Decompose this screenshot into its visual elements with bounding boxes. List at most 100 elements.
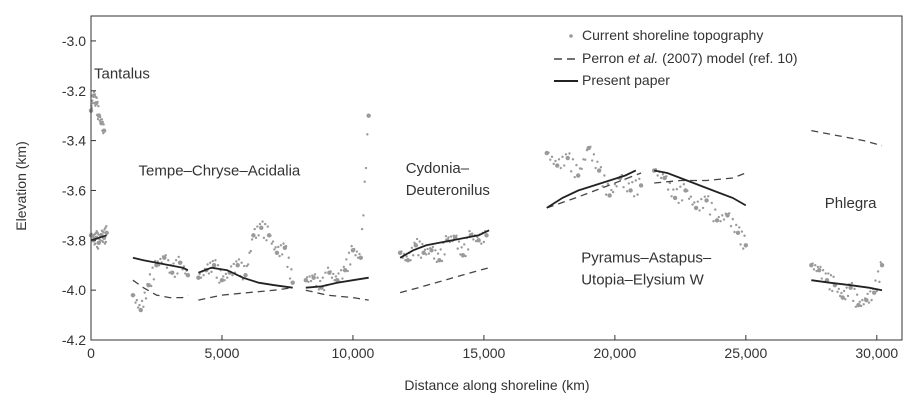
legend: Current shoreline topography Perron et al… — [554, 27, 798, 88]
topography-point — [704, 198, 709, 203]
topography-point — [250, 238, 254, 241]
topography-point — [672, 195, 678, 201]
topography-point — [594, 166, 597, 170]
topography-point — [590, 159, 594, 162]
topography-point — [207, 272, 211, 275]
topography-point — [829, 274, 833, 277]
model-line-segment — [305, 289, 369, 301]
topography-point — [672, 188, 675, 191]
topography-point — [474, 239, 478, 243]
topography-point — [133, 293, 136, 297]
topography-point — [638, 183, 644, 188]
topography-point — [93, 93, 97, 96]
topography-point — [309, 279, 313, 283]
topography-point — [159, 257, 162, 261]
topography-point — [555, 163, 560, 168]
topography-point — [735, 223, 738, 227]
legend-label-part: Perron — [582, 50, 628, 66]
topography-point — [848, 285, 853, 290]
topography-point — [426, 247, 429, 251]
present-paper-line-segment — [305, 276, 369, 289]
topography-point — [463, 243, 466, 246]
topography-point — [144, 297, 148, 300]
topography-point — [274, 246, 277, 249]
topography-point — [102, 131, 105, 135]
topography-point — [286, 265, 289, 269]
topography-point — [224, 272, 228, 276]
region-label: Deuteronilus — [406, 182, 490, 199]
topography-point — [256, 225, 259, 228]
topography-point — [689, 195, 693, 198]
topography-point — [815, 269, 818, 273]
topography-point — [871, 290, 877, 295]
topography-point — [277, 245, 280, 249]
topography-point — [330, 276, 334, 279]
topography-point — [613, 183, 617, 186]
topography-point — [443, 253, 446, 256]
topography-point — [879, 261, 882, 264]
topography-point — [866, 292, 869, 296]
region-label: Cydonia– — [406, 160, 470, 177]
topography-point — [96, 117, 100, 121]
legend-label: Present paper — [582, 72, 670, 88]
topography-point — [668, 181, 672, 185]
topography-point — [332, 272, 335, 276]
topography-point — [278, 254, 281, 258]
topography-point — [444, 234, 448, 238]
topography-point — [411, 254, 415, 257]
topography-point — [439, 248, 442, 251]
topography-point — [863, 297, 867, 300]
topography-point — [135, 298, 139, 302]
x-tick-label: 5,000 — [204, 345, 239, 361]
topography-point — [94, 242, 97, 245]
topography-point — [202, 274, 205, 277]
topography-point — [91, 102, 94, 105]
topography-point — [583, 158, 587, 161]
topography-point — [104, 230, 109, 236]
topography-point — [216, 264, 220, 267]
topography-point — [92, 90, 96, 94]
topography-point — [251, 233, 256, 238]
topography-point — [831, 289, 834, 293]
topography-point — [739, 243, 742, 246]
topography-point — [248, 251, 251, 254]
topography-point — [703, 195, 707, 198]
topography-point — [665, 175, 668, 178]
topography-point — [820, 277, 823, 280]
topography-point — [691, 203, 694, 206]
legend-label: Perron et al. (2007) model (ref. 10) — [582, 50, 798, 66]
topography-point — [844, 298, 847, 301]
topography-point — [349, 263, 352, 266]
topography-point — [184, 272, 187, 275]
topography-point — [656, 174, 659, 177]
x-tick-label: 0 — [87, 345, 95, 361]
topography-point — [838, 294, 842, 298]
topography-point — [436, 252, 440, 255]
topography-point — [552, 162, 555, 166]
region-label: Tempe–Chryse–Acidalia — [139, 163, 301, 180]
topography-point — [717, 215, 720, 219]
present-paper-line-segment — [90, 234, 107, 242]
y-tick-label: -3.0 — [62, 33, 86, 49]
topography-point — [185, 273, 191, 278]
legend-dot-symbol — [569, 34, 573, 38]
legend-label-part: et al. — [628, 50, 658, 66]
topography-point — [675, 188, 679, 191]
model-line-segment — [654, 172, 747, 184]
topography-point — [253, 227, 256, 231]
topography-point — [91, 235, 95, 239]
topography-point — [174, 259, 178, 262]
region-annotations: Tantalus Tempe–Chryse–Acidalia Cydonia– Deu… — [94, 65, 877, 288]
axes: 0 5,000 10,000 15,000 20,000 25,000 30,000 -4.2… — [62, 15, 903, 361]
topography-point — [875, 289, 879, 293]
topography-point — [91, 99, 94, 102]
topography-point — [701, 206, 705, 210]
model-line-segment — [811, 129, 883, 147]
topography-point — [571, 158, 575, 161]
topography-point — [339, 269, 343, 272]
topography-point — [854, 305, 858, 308]
topography-point — [816, 268, 822, 273]
topography-point — [345, 258, 348, 261]
topography-point — [869, 290, 872, 293]
topography-point — [409, 259, 412, 262]
